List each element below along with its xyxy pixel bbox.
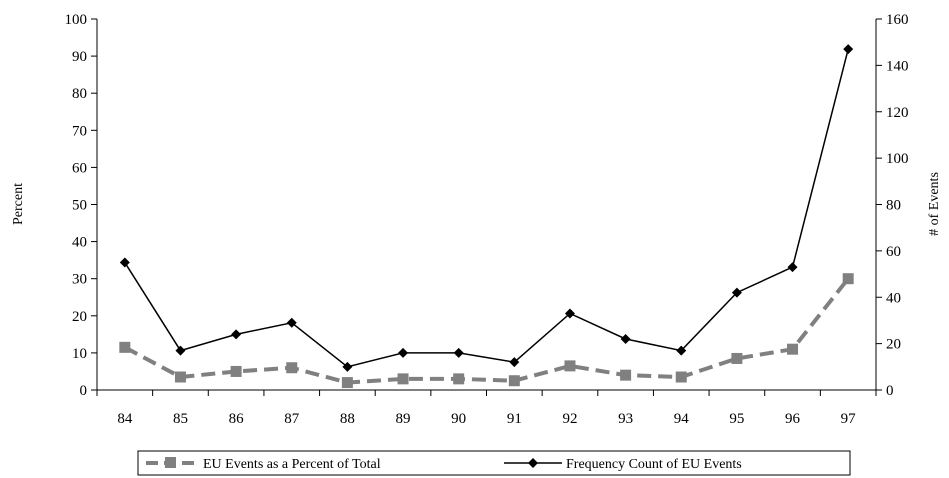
frequency-point <box>286 317 297 328</box>
series-frequency <box>119 44 854 372</box>
x-tick-label: 95 <box>729 411 744 427</box>
percent-point <box>230 365 242 377</box>
percent-point <box>341 377 353 389</box>
percent-line <box>123 277 850 385</box>
right-tick-label: 120 <box>886 105 909 121</box>
percent-point <box>787 343 799 355</box>
x-tick-label: 92 <box>562 411 577 427</box>
frequency-point <box>620 333 631 344</box>
left-tick-label: 30 <box>72 272 87 288</box>
left-tick-label: 20 <box>72 309 87 325</box>
legend-item-percent: EU Events as a Percent of Total <box>146 457 381 472</box>
left-axis-ticks: 0 10 20 30 40 50 60 70 80 90 100 <box>65 12 97 399</box>
left-tick-label: 80 <box>72 86 87 102</box>
frequency-point <box>342 361 353 372</box>
x-tick-label: 91 <box>507 411 522 427</box>
x-tick-label: 87 <box>284 411 300 427</box>
left-tick-label: 100 <box>65 12 88 28</box>
frequency-point <box>231 329 242 340</box>
series-percent <box>119 273 854 389</box>
legend-box <box>137 450 851 476</box>
frequency-point <box>731 287 742 298</box>
percent-point <box>675 371 687 383</box>
axes <box>96 19 877 391</box>
right-tick-label: 20 <box>886 337 901 353</box>
frequency-point <box>564 308 575 319</box>
x-tick-label: 90 <box>451 411 466 427</box>
x-tick-label: 96 <box>785 411 801 427</box>
percent-point <box>842 273 854 285</box>
legend-item-frequency: Frequency Count of EU Events <box>504 457 742 472</box>
right-tick-label: 100 <box>886 151 909 167</box>
left-tick-label: 70 <box>72 123 87 139</box>
legend: EU Events as a Percent of Total Frequenc… <box>137 450 851 476</box>
x-tick-label: 88 <box>340 411 355 427</box>
percent-point <box>564 360 576 372</box>
x-tick-label: 94 <box>674 411 690 427</box>
frequency-point <box>787 262 798 273</box>
right-axis-ticks: 0 20 40 60 80 100 120 140 160 <box>876 12 909 399</box>
y-left-axis-title: Percent <box>11 183 26 225</box>
left-tick-label: 90 <box>72 49 87 65</box>
right-tick-label: 0 <box>886 383 894 399</box>
right-tick-label: 40 <box>886 290 901 306</box>
frequency-point <box>453 347 464 358</box>
x-tick-label: 85 <box>173 411 188 427</box>
percent-point <box>286 362 298 374</box>
right-tick-label: 60 <box>886 244 901 260</box>
left-tick-label: 50 <box>72 198 87 214</box>
left-tick-label: 60 <box>72 160 87 176</box>
percent-point <box>174 371 186 383</box>
frequency-point <box>398 347 409 358</box>
x-tick-label: 89 <box>396 411 411 427</box>
right-tick-label: 80 <box>886 198 901 214</box>
percent-point <box>397 373 409 385</box>
percent-point <box>453 373 465 385</box>
percent-point <box>119 341 131 353</box>
frequency-point <box>119 257 130 268</box>
legend-label-percent: EU Events as a Percent of Total <box>203 457 381 472</box>
left-tick-label: 40 <box>72 235 87 251</box>
percent-point <box>731 352 743 364</box>
x-tick-label: 93 <box>618 411 633 427</box>
legend-label-frequency: Frequency Count of EU Events <box>566 457 742 472</box>
x-tick-label: 86 <box>229 411 245 427</box>
y-right-axis-title: # of Events <box>927 172 942 236</box>
left-tick-label: 10 <box>72 346 87 362</box>
percent-point <box>620 369 632 381</box>
frequency-point <box>843 44 854 55</box>
x-tick-label: 97 <box>841 411 857 427</box>
right-tick-label: 140 <box>886 58 909 74</box>
frequency-line <box>124 48 849 368</box>
frequency-point <box>175 345 186 356</box>
left-tick-label: 0 <box>80 383 88 399</box>
right-tick-label: 160 <box>886 12 909 28</box>
x-tick-label: 84 <box>117 411 133 427</box>
percent-point <box>508 375 520 387</box>
frequency-point <box>676 345 687 356</box>
frequency-point <box>509 357 520 368</box>
x-axis-ticks: 84 85 86 87 88 89 90 91 92 93 94 95 96 97 <box>96 390 877 427</box>
